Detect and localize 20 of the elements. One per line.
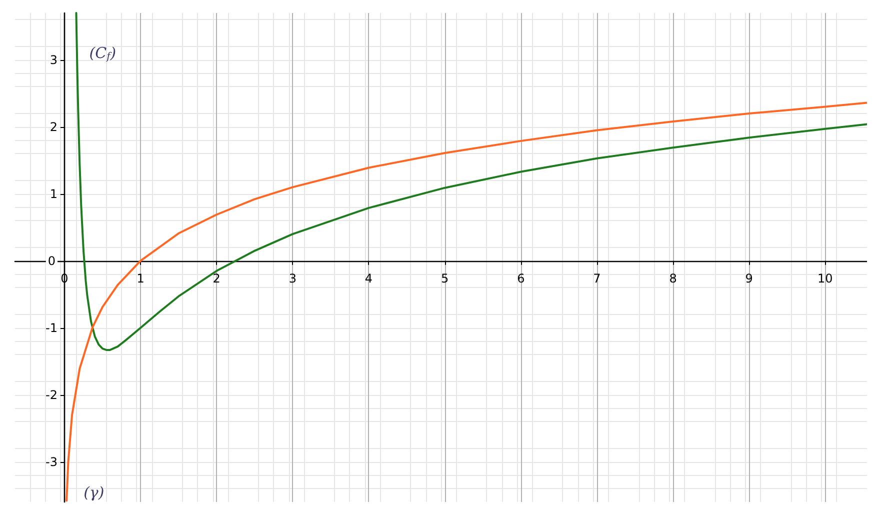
x-tick-label: 6 — [517, 272, 525, 286]
y-tick-label: -2 — [46, 388, 58, 402]
line-series — [75, 12, 867, 351]
x-tick-label: 7 — [593, 272, 601, 286]
y-tick-label: 0 — [48, 254, 56, 268]
x-tick-label: 9 — [745, 272, 753, 286]
y-tick-label: -3 — [46, 454, 58, 469]
line-series — [66, 102, 867, 502]
y-tick-label: 3 — [50, 52, 58, 67]
y-tick-label: -1 — [46, 320, 58, 335]
y-tick-label: 2 — [50, 120, 58, 134]
x-tick-label: 3 — [288, 272, 296, 286]
y-tick-label: 1 — [50, 186, 58, 201]
x-tick-label: 1 — [136, 272, 144, 286]
x-tick-label: 5 — [440, 272, 449, 286]
series-label: (γ) — [84, 484, 104, 502]
x-tick-label: 10 — [818, 272, 833, 286]
x-tick-label: 2 — [212, 272, 220, 286]
x-tick-label: 4 — [364, 272, 373, 286]
x-tick-label: 8 — [669, 272, 677, 286]
